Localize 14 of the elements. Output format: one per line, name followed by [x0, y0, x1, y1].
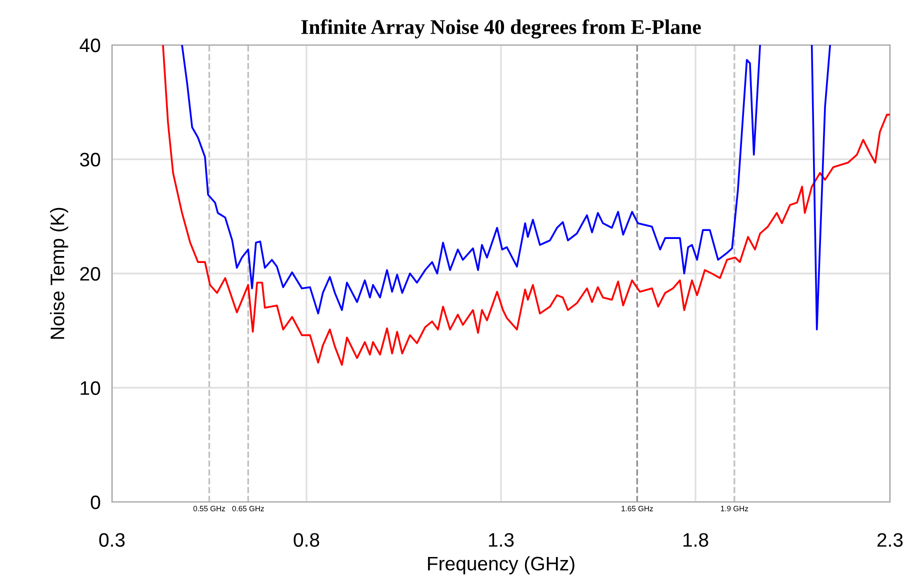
y-tick-label: 20: [80, 266, 100, 281]
x-tick-label: 0.3: [99, 533, 125, 547]
x-tick-label: 1.3: [488, 533, 514, 547]
x-axis-title: Frequency (GHz): [428, 556, 574, 574]
x-tick-label: 0.8: [294, 533, 320, 547]
y-tick-label: 0: [90, 495, 100, 510]
chart-title: Infinite Array Noise 40 degrees from E-Plane: [301, 19, 701, 38]
y-tick-label: 40: [80, 38, 100, 52]
y-axis-title: Noise Temp (K): [50, 208, 68, 339]
x-tick-label: 1.8: [683, 533, 708, 547]
y-tick-label: 30: [80, 152, 100, 166]
line-series: [162, 45, 890, 366]
x-tick-label: 2.3: [877, 533, 903, 547]
y-tick-label: 10: [80, 381, 100, 395]
